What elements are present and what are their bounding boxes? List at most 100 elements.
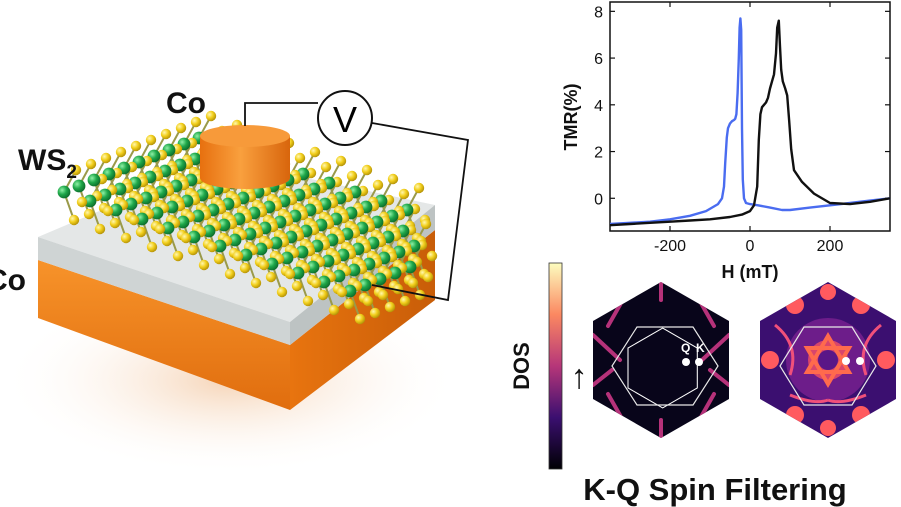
tungsten-atom	[72, 179, 86, 193]
q-point-label: Q	[681, 341, 690, 355]
sulfur-atom	[83, 208, 95, 220]
tungsten-atom	[347, 263, 361, 277]
sulfur-atom	[309, 146, 321, 158]
tungsten-atom	[83, 194, 97, 208]
tungsten-atom	[124, 197, 138, 211]
sulfur-atom	[369, 307, 381, 319]
tungsten-atom	[403, 260, 417, 274]
sulfur-atom	[102, 205, 114, 217]
sulfur-atom	[172, 250, 184, 262]
y-tick-label: 4	[594, 98, 603, 115]
sulfur-atom	[187, 244, 199, 256]
tungsten-atom	[217, 218, 231, 232]
tungsten-atom	[161, 221, 175, 235]
tungsten-atom	[165, 200, 179, 214]
layer-label: WS2	[18, 144, 77, 183]
sulfur-atom	[420, 218, 432, 230]
tungsten-atom	[295, 245, 309, 259]
sulfur-atom	[284, 268, 296, 280]
tungsten-atom	[98, 188, 112, 202]
circuit-wire-top	[244, 102, 318, 126]
q-point-marker	[682, 358, 690, 366]
plot-frame	[609, 1, 891, 232]
q-point-marker-2	[842, 357, 850, 365]
sulfur-atom	[294, 152, 306, 164]
dos-panel: DOS ↑ Q K	[509, 262, 896, 507]
sulfur-atom	[258, 259, 270, 271]
sulfur-atom	[265, 271, 277, 283]
tungsten-atom	[280, 251, 294, 265]
tungsten-atom	[150, 206, 164, 220]
chart-axes-group: 0 2 4 6 8 -200 0 200	[594, 2, 890, 255]
sulfur-atom	[335, 155, 347, 167]
sulfur-atom	[328, 304, 340, 316]
sulfur-atom	[128, 214, 140, 226]
x-tick-label: -200	[654, 238, 686, 255]
sulfur-atom	[426, 250, 438, 262]
tungsten-atom	[176, 215, 190, 229]
sulfur-atom	[109, 217, 121, 229]
chart-series-group	[609, 17, 891, 227]
sulfur-atom	[213, 253, 225, 265]
sulfur-atom	[76, 196, 88, 208]
sulfur-atom	[320, 161, 332, 173]
tungsten-atom	[343, 284, 357, 298]
sulfur-atom	[115, 146, 127, 158]
device-illustration: V Co WS2 Co	[0, 87, 469, 475]
sulfur-atom	[198, 259, 210, 271]
sulfur-atom	[422, 271, 434, 283]
y-tick-label: 2	[594, 145, 603, 162]
tungsten-atom	[317, 275, 331, 289]
sulfur-atom	[346, 170, 358, 182]
voltmeter-label: V	[333, 99, 357, 140]
bottom-electrode-label: Co	[0, 264, 26, 297]
tungsten-atom	[265, 257, 279, 271]
tungsten-atom	[291, 266, 305, 280]
sulfur-atom	[310, 277, 322, 289]
sulfur-atom	[160, 128, 172, 140]
dos-colorbar	[548, 262, 563, 470]
top-electrode-label: Co	[166, 87, 206, 120]
sulfur-atom	[224, 268, 236, 280]
tungsten-atom	[191, 209, 205, 223]
tungsten-atom	[254, 242, 268, 256]
caption: K-Q Spin Filtering	[583, 472, 847, 507]
tungsten-atom	[332, 269, 346, 283]
tungsten-atom	[57, 185, 71, 199]
sulfur-atom	[206, 241, 218, 253]
top-electrode	[200, 125, 290, 189]
sulfur-atom	[239, 262, 251, 274]
sulfur-atom	[180, 232, 192, 244]
sulfur-atom	[336, 286, 348, 298]
series-line-1	[609, 17, 891, 226]
sulfur-atom	[94, 223, 106, 235]
sulfur-atom	[384, 301, 396, 313]
y-tick-label: 0	[594, 191, 603, 208]
tungsten-atom	[269, 236, 283, 250]
sulfur-atom	[232, 250, 244, 262]
sulfur-atom	[100, 152, 112, 164]
bottom-electrode-front-face	[38, 260, 290, 410]
tungsten-atom	[358, 278, 372, 292]
sulfur-atom	[387, 173, 399, 185]
y-axis-title: TMR(%)	[561, 84, 581, 151]
tungsten-atom	[213, 239, 227, 253]
tungsten-atom	[373, 272, 387, 286]
tungsten-atom	[239, 248, 253, 262]
dos-map-spin-up: Q K	[593, 282, 729, 438]
sulfur-atom	[362, 295, 374, 307]
tungsten-atom	[113, 182, 127, 196]
x-tick-label: 200	[817, 238, 844, 255]
tungsten-atom	[306, 260, 320, 274]
sulfur-atom	[377, 289, 389, 301]
dos-axis-label: DOS	[509, 342, 534, 390]
sulfur-atom	[250, 277, 262, 289]
sulfur-atom	[130, 140, 142, 152]
tungsten-atom	[202, 224, 216, 238]
sulfur-atom	[343, 298, 355, 310]
sulfur-atom	[120, 232, 132, 244]
sulfur-atom	[317, 289, 329, 301]
voltmeter-symbol: V	[317, 90, 373, 146]
sulfur-atom	[372, 179, 384, 191]
